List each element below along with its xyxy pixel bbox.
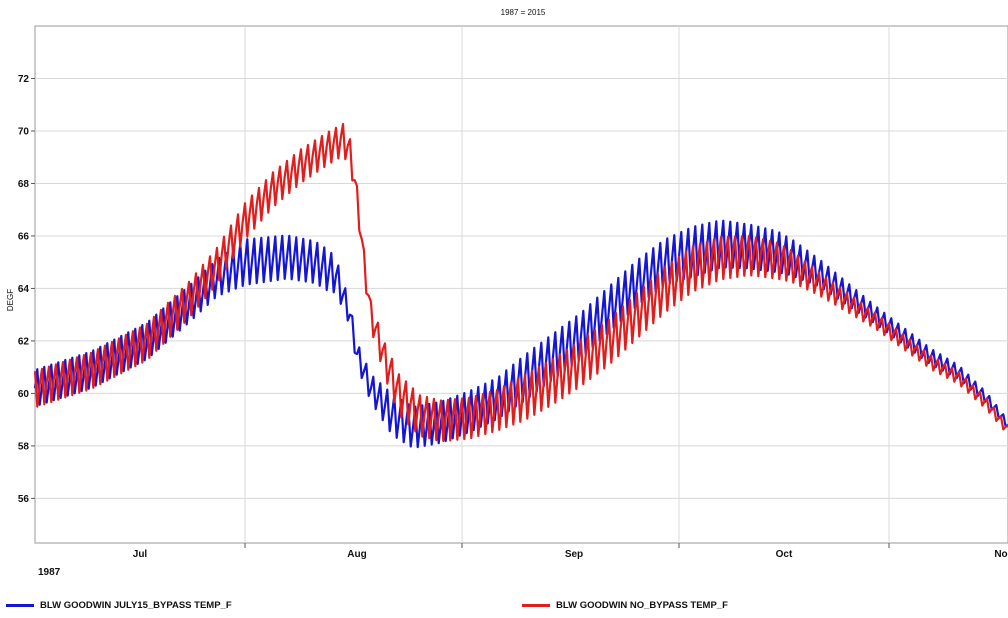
- x-tick-label: Oct: [776, 549, 793, 560]
- y-tick-label: 68: [18, 179, 30, 190]
- legend-label: BLW GOODWIN JULY15_BYPASS TEMP_F: [40, 600, 232, 611]
- legend-swatch-blue: [6, 604, 34, 607]
- chart-title: 1987 = 2015: [501, 8, 546, 17]
- y-tick-label: 56: [18, 494, 30, 505]
- legend-swatch-red: [522, 604, 550, 607]
- y-tick-label: 64: [18, 284, 30, 295]
- y-tick-label: 58: [18, 441, 30, 452]
- year-label: 1987: [38, 567, 61, 578]
- plot-frame: [34, 25, 1008, 544]
- legend-label: BLW GOODWIN NO_BYPASS TEMP_F: [556, 600, 728, 611]
- x-tick-label: No: [994, 549, 1007, 560]
- x-tick-label: Jul: [133, 549, 148, 560]
- y-tick-label: 66: [18, 231, 30, 242]
- x-tick-label: Aug: [347, 549, 366, 560]
- y-tick-label: 62: [18, 336, 30, 347]
- y-tick-label: 60: [18, 389, 30, 400]
- y-tick-label: 72: [18, 74, 30, 85]
- series-line-no-bypass: [33, 122, 1008, 443]
- y-tick-label: 70: [18, 126, 30, 137]
- x-axis: Jul Aug Sep Oct No: [133, 543, 1008, 560]
- legend-item-no-bypass: BLW GOODWIN NO_BYPASS TEMP_F: [522, 600, 728, 611]
- y-axis: 56 58 60 62 64 66 68 70 72: [18, 74, 35, 505]
- legend-item-july15-bypass: BLW GOODWIN JULY15_BYPASS TEMP_F: [6, 600, 232, 611]
- x-tick-label: Sep: [565, 549, 583, 560]
- series-layer: [33, 122, 1008, 449]
- y-axis-label: DEGF: [6, 289, 15, 311]
- legend: BLW GOODWIN JULY15_BYPASS TEMP_F BLW GOO…: [0, 600, 1008, 618]
- gridlines: [35, 26, 1008, 543]
- line-chart: 1987 = 2015 56 58 60 62 64 66 68 70 72 Jul Aug Sep…: [6, 8, 1008, 578]
